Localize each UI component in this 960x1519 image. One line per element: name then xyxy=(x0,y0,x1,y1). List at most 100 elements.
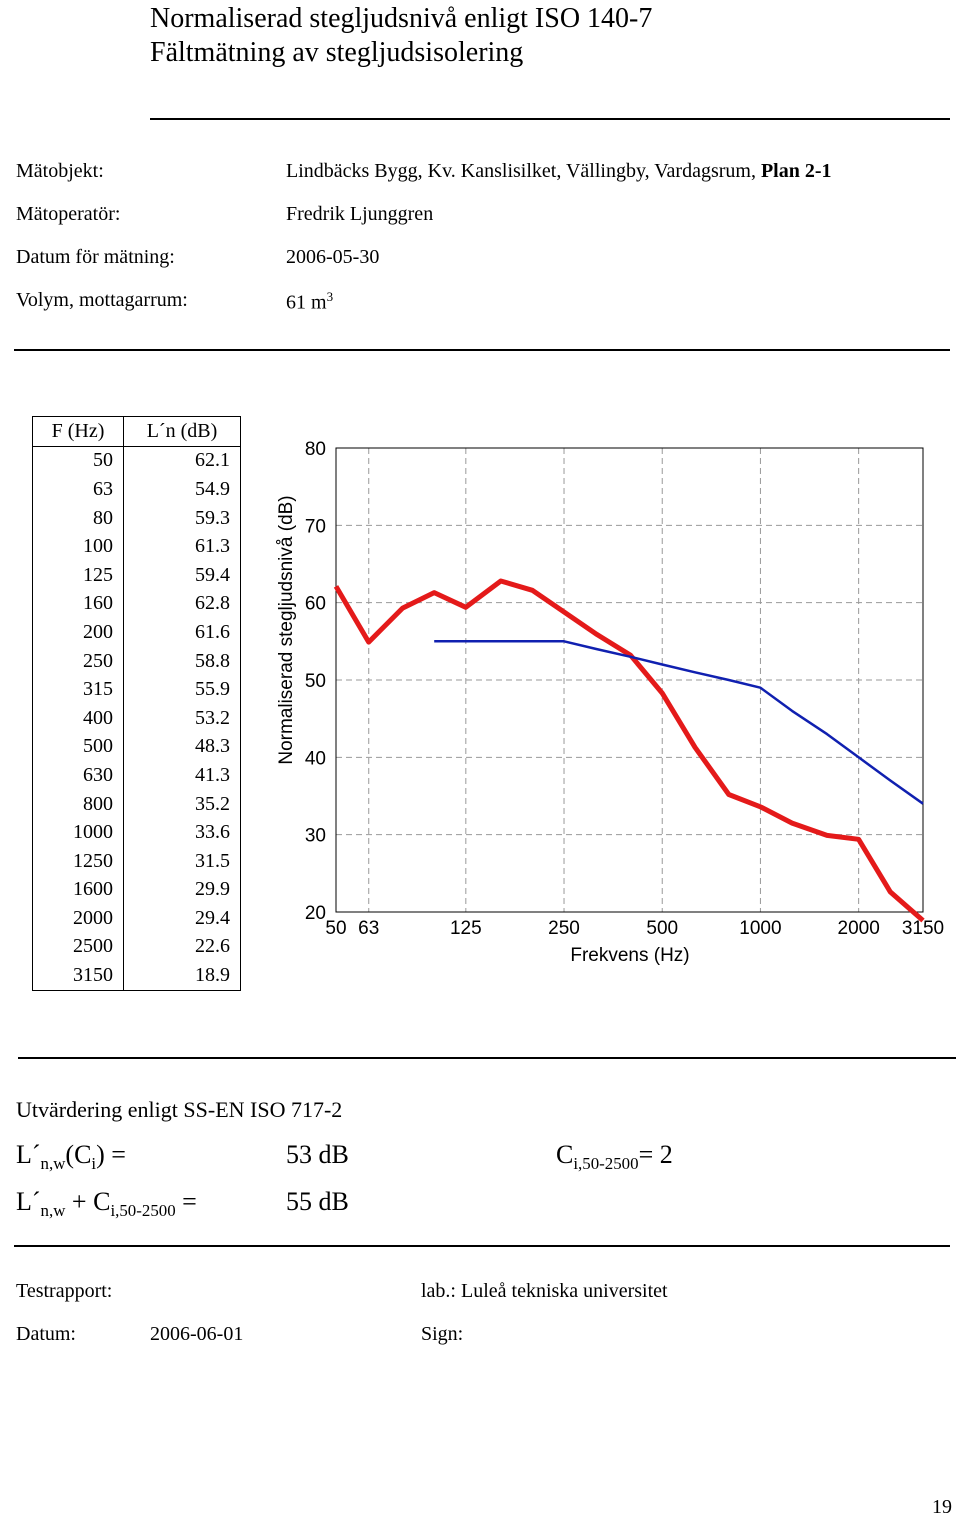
level-cell: 18.9 xyxy=(123,961,241,991)
y-tick-label: 60 xyxy=(305,594,326,615)
table-row: 1600 29.9 xyxy=(32,875,241,905)
lnw-ci-label: L´n,w(Ci) = xyxy=(16,1140,126,1174)
frequency-cell: 3150 xyxy=(32,961,124,991)
ci-range-sub: i,50-2500 xyxy=(573,1154,639,1174)
matobjekt-value-bold: Plan 2-1 xyxy=(760,160,832,182)
lnw-plus-ci-value: 55 dB xyxy=(286,1187,349,1216)
frequency-cell: 160 xyxy=(32,589,124,619)
level-cell: 62.8 xyxy=(123,589,241,619)
lnw2-sub: n,w xyxy=(40,1201,66,1221)
table-header-row: F (Hz) L´n (dB) xyxy=(32,416,241,447)
testrapport-label: Testrapport: xyxy=(16,1280,113,1302)
operator-label: Mätoperatör: xyxy=(16,203,121,225)
frequency-cell: 2500 xyxy=(32,932,124,962)
table-row: 100 61.3 xyxy=(32,532,241,561)
datum-value: 2006-05-30 xyxy=(286,246,380,268)
matobjekt-value: Lindbäcks Bygg, Kv. Kanslisilket, Vällin… xyxy=(286,160,832,183)
table-row: 1250 31.5 xyxy=(32,846,241,876)
table-row: 2500 22.6 xyxy=(32,932,241,962)
ci-open: (C xyxy=(65,1140,92,1169)
table-row: 250 58.8 xyxy=(32,646,241,676)
table-row: 160 62.8 xyxy=(32,589,241,619)
y-tick-label: 50 xyxy=(305,671,326,692)
page-number: 19 xyxy=(932,1496,952,1518)
table-row: 125 59.4 xyxy=(32,560,241,590)
page-title: Normaliserad stegljudsnivå enligt ISO 14… xyxy=(150,3,653,34)
chart-series xyxy=(333,578,925,923)
level-cell: 29.4 xyxy=(123,904,241,933)
table-row: 80 59.3 xyxy=(32,503,241,533)
footer-datum-label: Datum: xyxy=(16,1323,76,1345)
table-row: 50 62.1 xyxy=(32,446,241,476)
level-cell: 61.3 xyxy=(123,532,241,561)
level-cell: 62.1 xyxy=(123,446,241,476)
x-tick-label: 250 xyxy=(548,918,580,939)
ci-50-2500: Ci,50-2500= 2 xyxy=(556,1140,673,1174)
level-cell: 33.6 xyxy=(123,818,241,847)
y-tick-labels: 20 30 40 50 60 70 80 xyxy=(305,439,326,924)
frequency-chart: 20 30 40 50 60 70 80 50 63 125 250 500 1000 2000 3150… xyxy=(276,439,944,966)
footer-datum-value: 2006-06-01 xyxy=(150,1323,244,1345)
chart-rule xyxy=(18,1057,956,1059)
data-table: F (Hz) L´n (dB) 50 62.1 63 54.9 80 59.3 100 61.… xyxy=(32,416,241,991)
page-subtitle: Fältmätning av stegljudsisolering xyxy=(150,37,524,68)
lnw2-symbol: L´ xyxy=(16,1187,41,1216)
chart-grid xyxy=(336,448,923,912)
table-row: 315 55.9 xyxy=(32,675,241,704)
volym-label: Volym, mottagarrum: xyxy=(16,289,188,311)
table-row: 800 35.2 xyxy=(32,789,241,819)
frequency-cell: 50 xyxy=(32,446,124,476)
level-cell: 58.8 xyxy=(123,646,241,676)
table-row: 2000 29.4 xyxy=(32,904,241,933)
col-frequency-header: F (Hz) xyxy=(32,416,124,447)
x-tick-label: 3150 xyxy=(902,918,944,939)
table-row: 3150 18.9 xyxy=(32,961,241,991)
lnw-symbol: L´ xyxy=(16,1140,41,1169)
y-tick-label: 80 xyxy=(305,439,326,460)
x-tick-label: 2000 xyxy=(838,918,880,939)
level-cell: 29.9 xyxy=(123,875,241,905)
row2-eq: = xyxy=(182,1187,197,1216)
header-rule xyxy=(150,118,950,120)
table-row: 63 54.9 xyxy=(32,475,241,504)
matobjekt-value-text: Lindbäcks Bygg, Kv. Kanslisilket, Vällin… xyxy=(286,160,756,182)
frequency-cell: 500 xyxy=(32,732,124,762)
level-cell: 53.2 xyxy=(123,703,241,733)
table-row: 200 61.6 xyxy=(32,618,241,647)
frequency-cell: 250 xyxy=(32,646,124,676)
datum-label: Datum för mätning: xyxy=(16,246,175,268)
frequency-cell: 100 xyxy=(32,532,124,561)
frequency-cell: 800 xyxy=(32,789,124,819)
x-tick-label: 500 xyxy=(646,918,678,939)
ci2-range-sub: i,50-2500 xyxy=(110,1201,176,1221)
table-row: 500 48.3 xyxy=(32,732,241,762)
table-row: 630 41.3 xyxy=(32,761,241,790)
sign-label: Sign: xyxy=(421,1323,464,1345)
y-tick-label: 20 xyxy=(305,903,326,924)
y-tick-label: 40 xyxy=(305,748,326,769)
volym-unit-sup: 3 xyxy=(326,289,334,304)
level-cell: 48.3 xyxy=(123,732,241,762)
frequency-cell: 125 xyxy=(32,560,124,590)
level-cell: 31.5 xyxy=(123,846,241,876)
reference-curve-line xyxy=(434,640,924,805)
x-axis-label: Frekvens (Hz) xyxy=(570,945,689,966)
frequency-cell: 2000 xyxy=(32,904,124,933)
operator-value: Fredrik Ljunggren xyxy=(286,203,434,225)
table-body: 50 62.1 63 54.9 80 59.3 100 61.3 125 59.4 160 62.8 2… xyxy=(32,446,241,991)
x-tick-label: 50 xyxy=(325,918,346,939)
plus-ci: + C xyxy=(71,1187,111,1216)
frequency-cell: 200 xyxy=(32,618,124,647)
table-row: 1000 33.6 xyxy=(32,818,241,847)
ci-sub: i xyxy=(91,1154,97,1174)
level-cell: 41.3 xyxy=(123,761,241,790)
level-cell: 61.6 xyxy=(123,618,241,647)
y-tick-label: 70 xyxy=(305,516,326,537)
x-tick-labels: 50 63 125 250 500 1000 2000 3150 xyxy=(325,918,944,939)
ci-symbol: C xyxy=(556,1140,574,1169)
level-cell: 22.6 xyxy=(123,932,241,962)
x-tick-label: 63 xyxy=(358,918,379,939)
x-tick-label: 1000 xyxy=(739,918,781,939)
lab-label: lab.: Luleå tekniska universitet xyxy=(421,1280,668,1302)
evaluation-heading: Utvärdering enligt SS-EN ISO 717-2 xyxy=(16,1097,343,1122)
